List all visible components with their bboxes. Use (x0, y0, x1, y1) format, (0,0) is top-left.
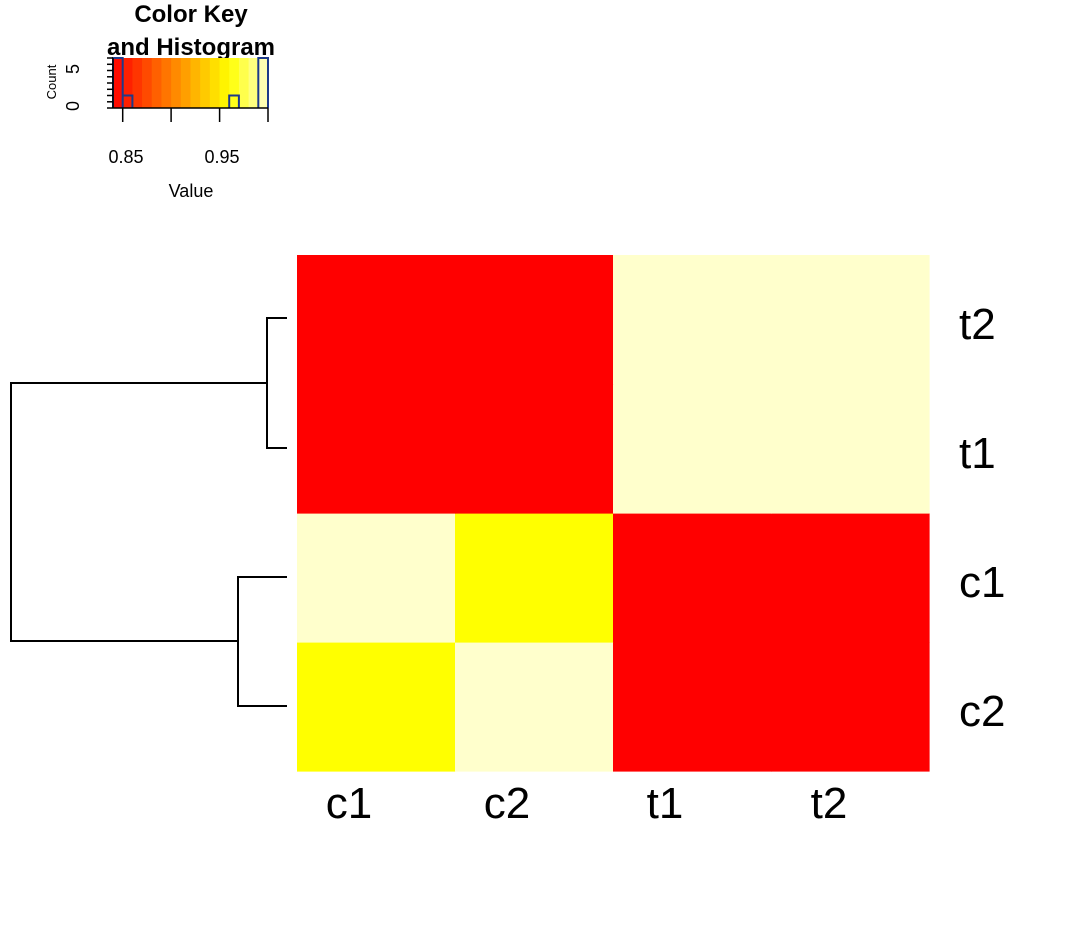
color-key-swatch-6 (171, 58, 182, 108)
color-key-swatch-9 (200, 58, 211, 108)
color-key-title-line2: and Histogram (107, 34, 275, 61)
color-key-y-axis-label: Count (44, 64, 59, 99)
color-key-y-tick-label-5: 5 (63, 64, 83, 74)
color-key-x-axis-label: Value (169, 181, 214, 201)
color-key-swatch-0 (113, 58, 124, 108)
heatmap-cell-c1-c1 (297, 513, 456, 643)
row-label-t2: t2 (959, 300, 996, 349)
col-labels: c1 c2 t1 t2 (326, 779, 848, 828)
color-key-swatch-12 (229, 58, 240, 108)
dendrogram-branch-root (10, 382, 267, 642)
color-key-y-tick-label-0: 0 (63, 101, 83, 111)
color-key-x-ticks (121, 108, 269, 122)
color-key-swatch-11 (219, 58, 230, 108)
color-key-y-ticks (107, 57, 113, 109)
heatmap-cell-t2-t2 (771, 255, 930, 385)
col-label-c2: c2 (484, 779, 530, 828)
color-key-swatch-8 (190, 58, 201, 108)
color-key-swatch-10 (209, 58, 220, 108)
color-key-gradient (113, 58, 269, 108)
row-label-t1: t1 (959, 429, 996, 478)
color-key-title-line1: Color Key (134, 1, 248, 28)
heatmap-cells (297, 255, 930, 772)
col-label-c1: c1 (326, 779, 372, 828)
color-key-x-tick-label-085: 0.85 (108, 147, 143, 167)
heatmap-cell-t1-t1 (613, 384, 772, 514)
color-key-swatch-1 (122, 58, 133, 108)
heatmap-cell-t1-t2 (771, 384, 930, 514)
heatmap-cell-t2-c1 (297, 255, 456, 385)
heatmap-cell-c2-c1 (297, 642, 456, 772)
color-key-swatch-3 (142, 58, 153, 108)
color-key-swatch-7 (180, 58, 191, 108)
heatmap-cell-t1-c2 (455, 384, 614, 514)
color-key-swatch-15 (258, 58, 269, 108)
heatmap-cell-t1-c1 (297, 384, 456, 514)
color-key-swatch-5 (161, 58, 172, 108)
color-key-histogram-line (112, 57, 269, 108)
heatmap-cell-c1-t1 (613, 513, 772, 643)
col-label-t1: t1 (647, 779, 684, 828)
color-key-x-tick-label-095: 0.95 (204, 147, 239, 167)
color-key-swatch-2 (132, 58, 143, 108)
row-label-c2: c2 (959, 687, 1005, 736)
dendrogram-branch-t2-t1 (266, 317, 287, 449)
heatmap-cell-c1-t2 (771, 513, 930, 643)
heatmap-cell-t2-t1 (613, 255, 772, 385)
color-key-swatch-13 (238, 58, 250, 108)
heatmap-cell-t2-c2 (455, 255, 614, 385)
row-dendrogram (10, 317, 287, 707)
heatmap-cell-c2-c2 (455, 642, 614, 772)
col-label-t2: t2 (811, 779, 848, 828)
color-key-swatch-14 (248, 58, 259, 108)
color-key-swatch-4 (151, 58, 162, 108)
heatmap-cell-c2-t2 (771, 642, 930, 772)
color-key-histogram (112, 57, 269, 108)
heatmap-cell-c2-t1 (613, 642, 772, 772)
row-labels: t2 t1 c1 c2 (959, 300, 1005, 736)
row-label-c1: c1 (959, 558, 1005, 607)
dendrogram-branch-c1-c2 (237, 576, 287, 707)
color-key: Color Key and Histogram 0 5 Count 0.85 0… (44, 1, 275, 201)
heatmap-cell-c1-c2 (455, 513, 614, 643)
